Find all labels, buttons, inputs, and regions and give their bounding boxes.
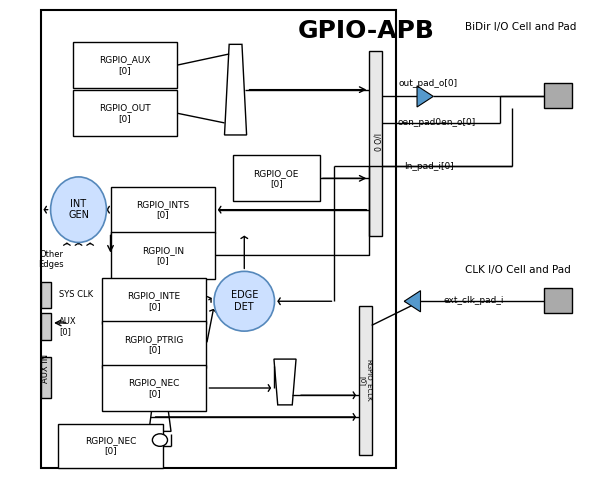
Text: CLK I/O Cell and Pad: CLK I/O Cell and Pad	[466, 265, 571, 275]
Text: BiDir I/O Cell and Pad: BiDir I/O Cell and Pad	[466, 22, 577, 31]
Text: In_pad_i[0]: In_pad_i[0]	[404, 162, 454, 171]
Text: out_pad_o[0]: out_pad_o[0]	[398, 80, 458, 88]
Text: EDGE
DET: EDGE DET	[230, 291, 258, 312]
Bar	[544, 83, 572, 108]
Text: RGPIO_NEC
[0]: RGPIO_NEC [0]	[85, 436, 136, 455]
Bar	[110, 187, 215, 233]
Ellipse shape	[50, 177, 106, 242]
Text: ext_clk_pad_i: ext_clk_pad_i	[443, 296, 503, 305]
Bar	[41, 282, 51, 308]
Bar	[102, 278, 206, 324]
Text: RGPIO_PTRIG
[0]: RGPIO_PTRIG [0]	[124, 335, 184, 354]
Circle shape	[152, 434, 167, 446]
Bar	[102, 365, 206, 411]
Text: RGPIO_IN
[0]: RGPIO_IN [0]	[142, 246, 184, 265]
Bar	[58, 424, 163, 468]
Text: RGPIO_OUT
[0]: RGPIO_OUT [0]	[99, 104, 151, 123]
Text: I/O 0: I/O 0	[371, 133, 380, 151]
Text: RGPIO_OE
[0]: RGPIO_OE [0]	[254, 169, 299, 188]
Text: RGPIO_INTS
[0]: RGPIO_INTS [0]	[136, 200, 190, 219]
Text: RGPIO_NEC
[0]: RGPIO_NEC [0]	[128, 378, 180, 398]
Bar	[544, 288, 572, 313]
Bar	[73, 42, 178, 88]
Polygon shape	[224, 44, 247, 135]
Text: GPIO-APB: GPIO-APB	[298, 19, 435, 43]
Text: RGPIO_AUX
[0]: RGPIO_AUX [0]	[99, 55, 151, 75]
Polygon shape	[149, 402, 171, 431]
Text: INT
GEN: INT GEN	[68, 199, 89, 220]
Polygon shape	[417, 86, 433, 107]
Text: RGPIO_INTE
[0]: RGPIO_INTE [0]	[128, 292, 181, 311]
Text: Other
Edges: Other Edges	[38, 250, 64, 269]
Text: AUX
[0]: AUX [0]	[59, 317, 77, 336]
Text: oen_pad0en_o[0]: oen_pad0en_o[0]	[397, 119, 475, 127]
Bar	[233, 155, 320, 201]
Bar	[73, 90, 178, 136]
Bar	[359, 306, 371, 455]
Ellipse shape	[214, 271, 275, 331]
Text: SYS CLK: SYS CLK	[59, 291, 94, 299]
Bar	[110, 232, 215, 279]
Bar	[102, 321, 206, 368]
Bar	[41, 357, 51, 398]
Text: RGPIO_ECLK
[0]: RGPIO_ECLK [0]	[358, 360, 373, 402]
Polygon shape	[404, 291, 421, 312]
Text: AUX IN: AUX IN	[41, 354, 50, 383]
Bar	[41, 10, 395, 468]
Polygon shape	[274, 359, 296, 405]
Bar	[41, 313, 51, 340]
Bar	[370, 51, 382, 236]
